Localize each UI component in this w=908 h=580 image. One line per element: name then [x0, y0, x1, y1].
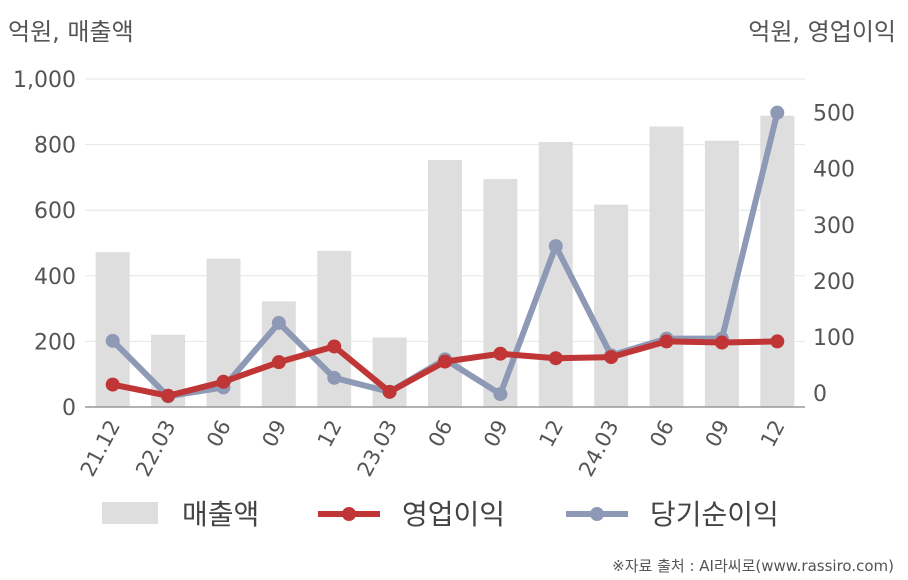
x-axis-tick-label: 12 [313, 416, 347, 451]
x-axis-tick-label: 12 [756, 416, 790, 451]
point-net-income [548, 239, 563, 254]
x-axis-tick-label: 09 [701, 416, 735, 451]
bar-revenue [483, 179, 518, 407]
bar-revenue [649, 126, 684, 407]
legend-label-revenue: 매출액 [182, 498, 259, 531]
point-net-income [493, 387, 508, 402]
bar-layer [95, 115, 795, 408]
point-operating-profit [770, 334, 785, 349]
point-operating-profit [604, 350, 619, 365]
point-net-income [271, 315, 286, 330]
left-axis-tick-label: 1,000 [13, 68, 76, 93]
point-net-income [105, 333, 120, 348]
legend-marker-net-income [590, 507, 604, 521]
point-operating-profit [327, 339, 342, 354]
point-net-income [770, 105, 785, 120]
legend: 매출액 영업이익 당기순이익 [102, 498, 779, 531]
right-axis-tick-label: 0 [813, 382, 827, 407]
x-axis-tick-label: 23.03 [353, 416, 402, 480]
bar-revenue [704, 140, 739, 407]
point-operating-profit [216, 374, 231, 389]
right-axis-tick-label: 100 [813, 326, 855, 351]
point-operating-profit [105, 377, 120, 392]
point-operating-profit [548, 351, 563, 366]
legend-swatch-revenue [102, 502, 158, 524]
right-axis-tick-label: 300 [813, 214, 855, 239]
source-credit: ※자료 출처 : AI라씨로(www.rassiro.com) [612, 557, 894, 575]
x-axis-tick-label: 22.03 [131, 416, 180, 480]
left-axis-tick-label: 200 [34, 330, 76, 355]
point-operating-profit [161, 388, 176, 403]
left-axis-tick-label: 400 [34, 265, 76, 290]
right-axis-tick-label: 400 [813, 158, 855, 183]
point-operating-profit [438, 354, 452, 369]
point-operating-profit [382, 384, 397, 399]
x-axis-tick-label: 12 [534, 416, 568, 451]
left-axis-tick-label: 0 [62, 396, 76, 421]
point-operating-profit [493, 346, 508, 361]
point-operating-profit [271, 355, 286, 370]
left-axis-tick-label: 600 [34, 199, 76, 224]
x-axis-tick-label: 09 [258, 416, 292, 451]
left-axis-tick-label: 800 [34, 134, 76, 159]
x-axis-tick-label: 09 [479, 416, 513, 451]
point-operating-profit [714, 335, 729, 350]
left-axis-unit-label: 억원, 매출액 [8, 18, 134, 46]
legend-label-operating-profit: 영업이익 [402, 498, 505, 531]
legend-label-net-income: 당기순이익 [650, 498, 779, 531]
right-axis-tick-label: 500 [813, 102, 855, 127]
right-axis-tick-label: 200 [813, 270, 855, 295]
line-layer [105, 105, 785, 404]
right-axis-unit-label: 억원, 영업이익 [748, 18, 896, 46]
legend-marker-operating-profit [342, 507, 356, 521]
x-axis-tick-label: 06 [424, 416, 458, 451]
x-axis-tick-label: 21.12 [76, 416, 125, 480]
x-axis-tick-label: 06 [645, 416, 679, 451]
x-axis-tick-label: 24.03 [574, 416, 623, 480]
point-operating-profit [659, 334, 674, 349]
point-net-income [327, 370, 342, 385]
x-axis-tick-label: 06 [202, 416, 236, 451]
bar-revenue [594, 204, 629, 407]
